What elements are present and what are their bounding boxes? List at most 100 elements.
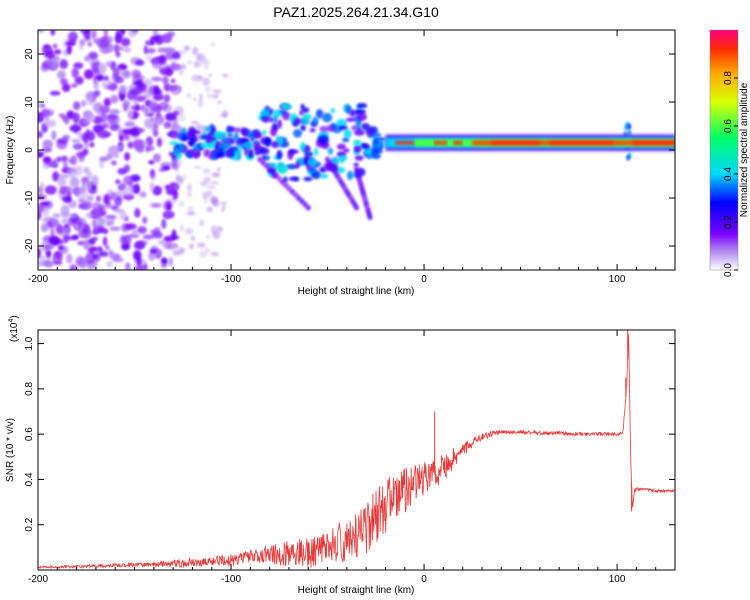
spectrogram-blob [149,181,155,192]
spectrogram-blob [78,153,85,163]
spectrogram-blob [243,141,254,150]
spectrogram-blob [249,132,256,143]
spectrogram-blob [295,161,300,168]
spectrogram-blob [180,224,184,232]
spectrogram-blob [164,213,170,219]
spectrogram-blob [191,74,199,83]
spectrogram-blob [237,146,243,154]
spectrogram-blob [217,100,222,104]
spectrogram-blob [103,30,108,38]
spectrogram-blob [60,204,70,216]
spectrogram-blob [133,140,143,150]
spectrogram-blob [354,155,364,161]
spectrogram-blob [199,180,208,187]
spectrogram-blob [67,158,75,164]
spectrogram-blob [83,30,91,40]
spectrogram-blob [337,155,348,161]
spectrogram-blob [40,64,50,72]
spectrogram-blob [154,85,160,94]
spectrogram-blob [165,112,177,122]
snr-y-label: SNR (10 * v/v) [5,418,16,482]
snr-y-ticks: 0.2 0.4 0.6 0.8 1.0 [24,336,675,532]
spectrogram-blob [78,198,86,203]
spectrogram-blob [354,204,359,211]
spectrogram-blob [212,230,221,240]
snr-x-ticks: -200 -100 0 100 [28,330,676,585]
spectrogram-blob [168,85,178,91]
spectrogram-blob [196,53,202,62]
spectrogram-blob [207,73,213,77]
spectrogram-blob [107,83,118,91]
spectrogram-blob [124,134,130,141]
spectrogram-blob [123,128,133,135]
spectrogram-blob [87,181,92,192]
snr-spikes [434,330,633,512]
spectrogram-blob [188,139,195,147]
spectrogram-blob [38,30,45,34]
spectrogram-blob [315,109,324,119]
spectrogram-blob [70,83,78,88]
spectrogram-blob [269,116,274,123]
spectrogram-blob [188,243,194,250]
spectrogram-blob [176,177,184,186]
spectrogram-blob [342,137,350,143]
spectrogram-blob [109,250,114,256]
spectrogram-blob [362,144,371,150]
spectrogram-blob [178,159,183,168]
spectrogram-blob [73,62,84,69]
spectrogram-blob [222,110,229,119]
spectrogram-blob [210,251,220,256]
spectrogram-y-tick-label: -10 [24,190,35,205]
snr-series-line [38,334,675,570]
spectrogram-blob [41,108,50,118]
spectrogram-blob [351,125,358,131]
spectrogram-blob [39,103,46,108]
spectrogram-blob [38,186,43,195]
spectrogram-blob [152,129,159,137]
spectrogram-blob [143,89,153,99]
spectrogram-blob [48,235,60,246]
spectrogram-blob [136,81,145,89]
spectrogram-ridge-band [453,141,463,145]
spectrogram-blob [227,133,234,138]
spectrogram-blob [152,153,162,163]
spectrogram-blob [330,156,340,166]
spectrogram-blob [199,93,203,101]
spectrogram-blob [86,251,94,261]
spectrogram-blob [44,116,50,127]
spectrogram-blob [124,266,132,270]
spectrogram-blob [178,50,187,55]
spectrogram-blob [204,125,212,132]
spectrogram-x-tick-label: 100 [609,274,626,285]
spectrogram-blob [336,167,346,174]
spectrogram-x-tick-label: -100 [221,274,241,285]
spectrogram-blob [85,212,93,218]
spectrogram-blob [83,69,94,80]
spectrogram-blob [174,105,184,115]
spectrogram-blob [148,252,156,261]
spectrogram-blob [170,78,176,84]
spectrogram-blob [145,48,156,54]
spectrogram-blob [210,195,218,204]
spectrogram-blob [154,116,163,126]
spectrogram-blob [203,148,211,157]
spectrogram-blob [120,235,127,245]
spectrogram-blob [159,101,169,111]
spectrogram-blob [69,213,78,219]
spectrogram-blob [186,60,193,64]
spectrogram-blob [162,76,169,85]
spectrogram-blob [87,41,93,47]
spectrogram-blob [264,137,272,147]
spectrogram-blob [152,231,163,239]
spectrogram-blob [177,246,184,255]
spectrogram-blob [71,138,81,144]
spectrogram-blob [77,131,82,138]
spectrogram-blob [327,147,334,155]
spectrogram-blob [86,195,94,202]
spectrogram-y-ticks: -20 -10 0 10 20 [24,48,675,253]
spectrogram-blob [271,141,280,148]
spectrogram-blob [206,206,212,213]
spectrogram-blob [184,45,190,51]
spectrogram-blob [261,130,267,135]
spectrogram-blob [276,149,283,160]
